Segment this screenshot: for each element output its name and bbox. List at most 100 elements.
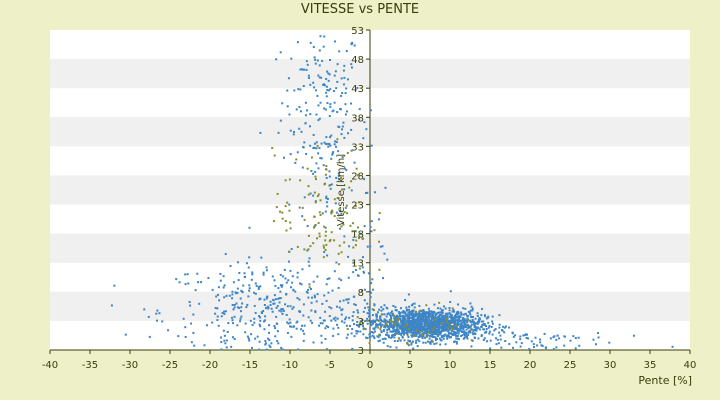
data-point <box>294 290 297 293</box>
data-point <box>325 95 328 98</box>
data-point <box>470 316 473 319</box>
data-point <box>323 183 326 186</box>
data-point <box>544 347 547 350</box>
data-point <box>337 172 340 175</box>
data-point <box>476 321 479 324</box>
data-point <box>371 308 374 311</box>
data-point <box>464 312 467 315</box>
data-point <box>321 322 324 325</box>
data-point <box>216 319 219 322</box>
data-point <box>407 344 410 347</box>
data-point <box>563 344 566 347</box>
data-point <box>246 303 249 306</box>
data-point <box>335 87 338 90</box>
data-point <box>366 322 369 325</box>
data-point <box>286 321 289 324</box>
data-point <box>402 317 405 320</box>
data-point <box>295 158 298 161</box>
data-point <box>423 321 426 324</box>
data-point <box>438 318 441 321</box>
data-point <box>192 313 195 316</box>
data-point <box>224 253 227 256</box>
data-point <box>236 306 239 309</box>
data-point <box>396 316 399 319</box>
data-point <box>357 201 360 204</box>
data-point <box>325 299 328 302</box>
data-point <box>337 125 340 128</box>
data-point <box>317 104 320 107</box>
data-point <box>227 322 230 325</box>
data-point <box>474 328 477 331</box>
data-point <box>355 239 358 242</box>
data-point <box>397 323 400 326</box>
data-point <box>407 315 410 318</box>
data-point <box>324 327 327 330</box>
data-point <box>285 293 288 296</box>
data-point <box>340 77 343 80</box>
data-point <box>417 336 420 339</box>
data-point <box>319 322 322 325</box>
data-point <box>487 326 490 329</box>
data-point <box>470 305 473 308</box>
data-point <box>233 337 236 340</box>
data-point <box>442 326 445 329</box>
data-point <box>248 284 251 287</box>
data-point <box>237 279 240 282</box>
data-point <box>368 315 371 318</box>
data-point <box>419 327 422 330</box>
data-point <box>324 230 327 233</box>
data-point <box>341 128 344 131</box>
data-point <box>265 342 268 345</box>
data-point <box>200 281 203 284</box>
data-point <box>433 322 436 325</box>
data-point <box>439 325 442 328</box>
data-point <box>496 338 499 341</box>
data-point <box>410 313 413 316</box>
data-point <box>357 324 360 327</box>
data-point <box>276 330 279 333</box>
data-point <box>239 320 242 323</box>
data-point <box>288 318 291 321</box>
data-point <box>277 297 280 300</box>
data-point <box>412 312 415 315</box>
data-point <box>261 311 264 314</box>
data-point <box>452 333 455 336</box>
data-point <box>400 325 403 328</box>
data-point <box>314 296 317 299</box>
data-point <box>434 325 437 328</box>
data-point <box>463 319 466 322</box>
data-point <box>313 146 316 149</box>
data-point <box>366 337 369 340</box>
data-point <box>422 333 425 336</box>
data-point <box>445 317 448 320</box>
data-point <box>464 322 467 325</box>
data-point <box>347 298 350 301</box>
data-point <box>325 85 328 88</box>
data-point <box>354 244 357 247</box>
data-point <box>455 327 458 330</box>
data-point <box>424 317 427 320</box>
data-point <box>314 201 317 204</box>
data-point <box>292 289 295 292</box>
data-point <box>262 271 265 274</box>
data-point <box>413 322 416 325</box>
data-point <box>438 322 441 325</box>
data-point <box>450 320 453 323</box>
data-point <box>466 318 469 321</box>
data-point <box>248 256 251 259</box>
data-point <box>344 206 347 209</box>
data-point <box>446 336 449 339</box>
data-point <box>274 285 277 288</box>
data-point <box>265 266 268 269</box>
data-point <box>443 321 446 324</box>
data-point <box>350 149 353 152</box>
data-point <box>406 331 409 334</box>
data-point <box>184 283 187 286</box>
data-point <box>281 312 284 315</box>
data-point <box>401 323 404 326</box>
data-point <box>409 329 412 332</box>
data-point <box>525 336 528 339</box>
data-point <box>459 320 462 323</box>
data-point <box>334 202 337 205</box>
data-point <box>281 284 284 287</box>
